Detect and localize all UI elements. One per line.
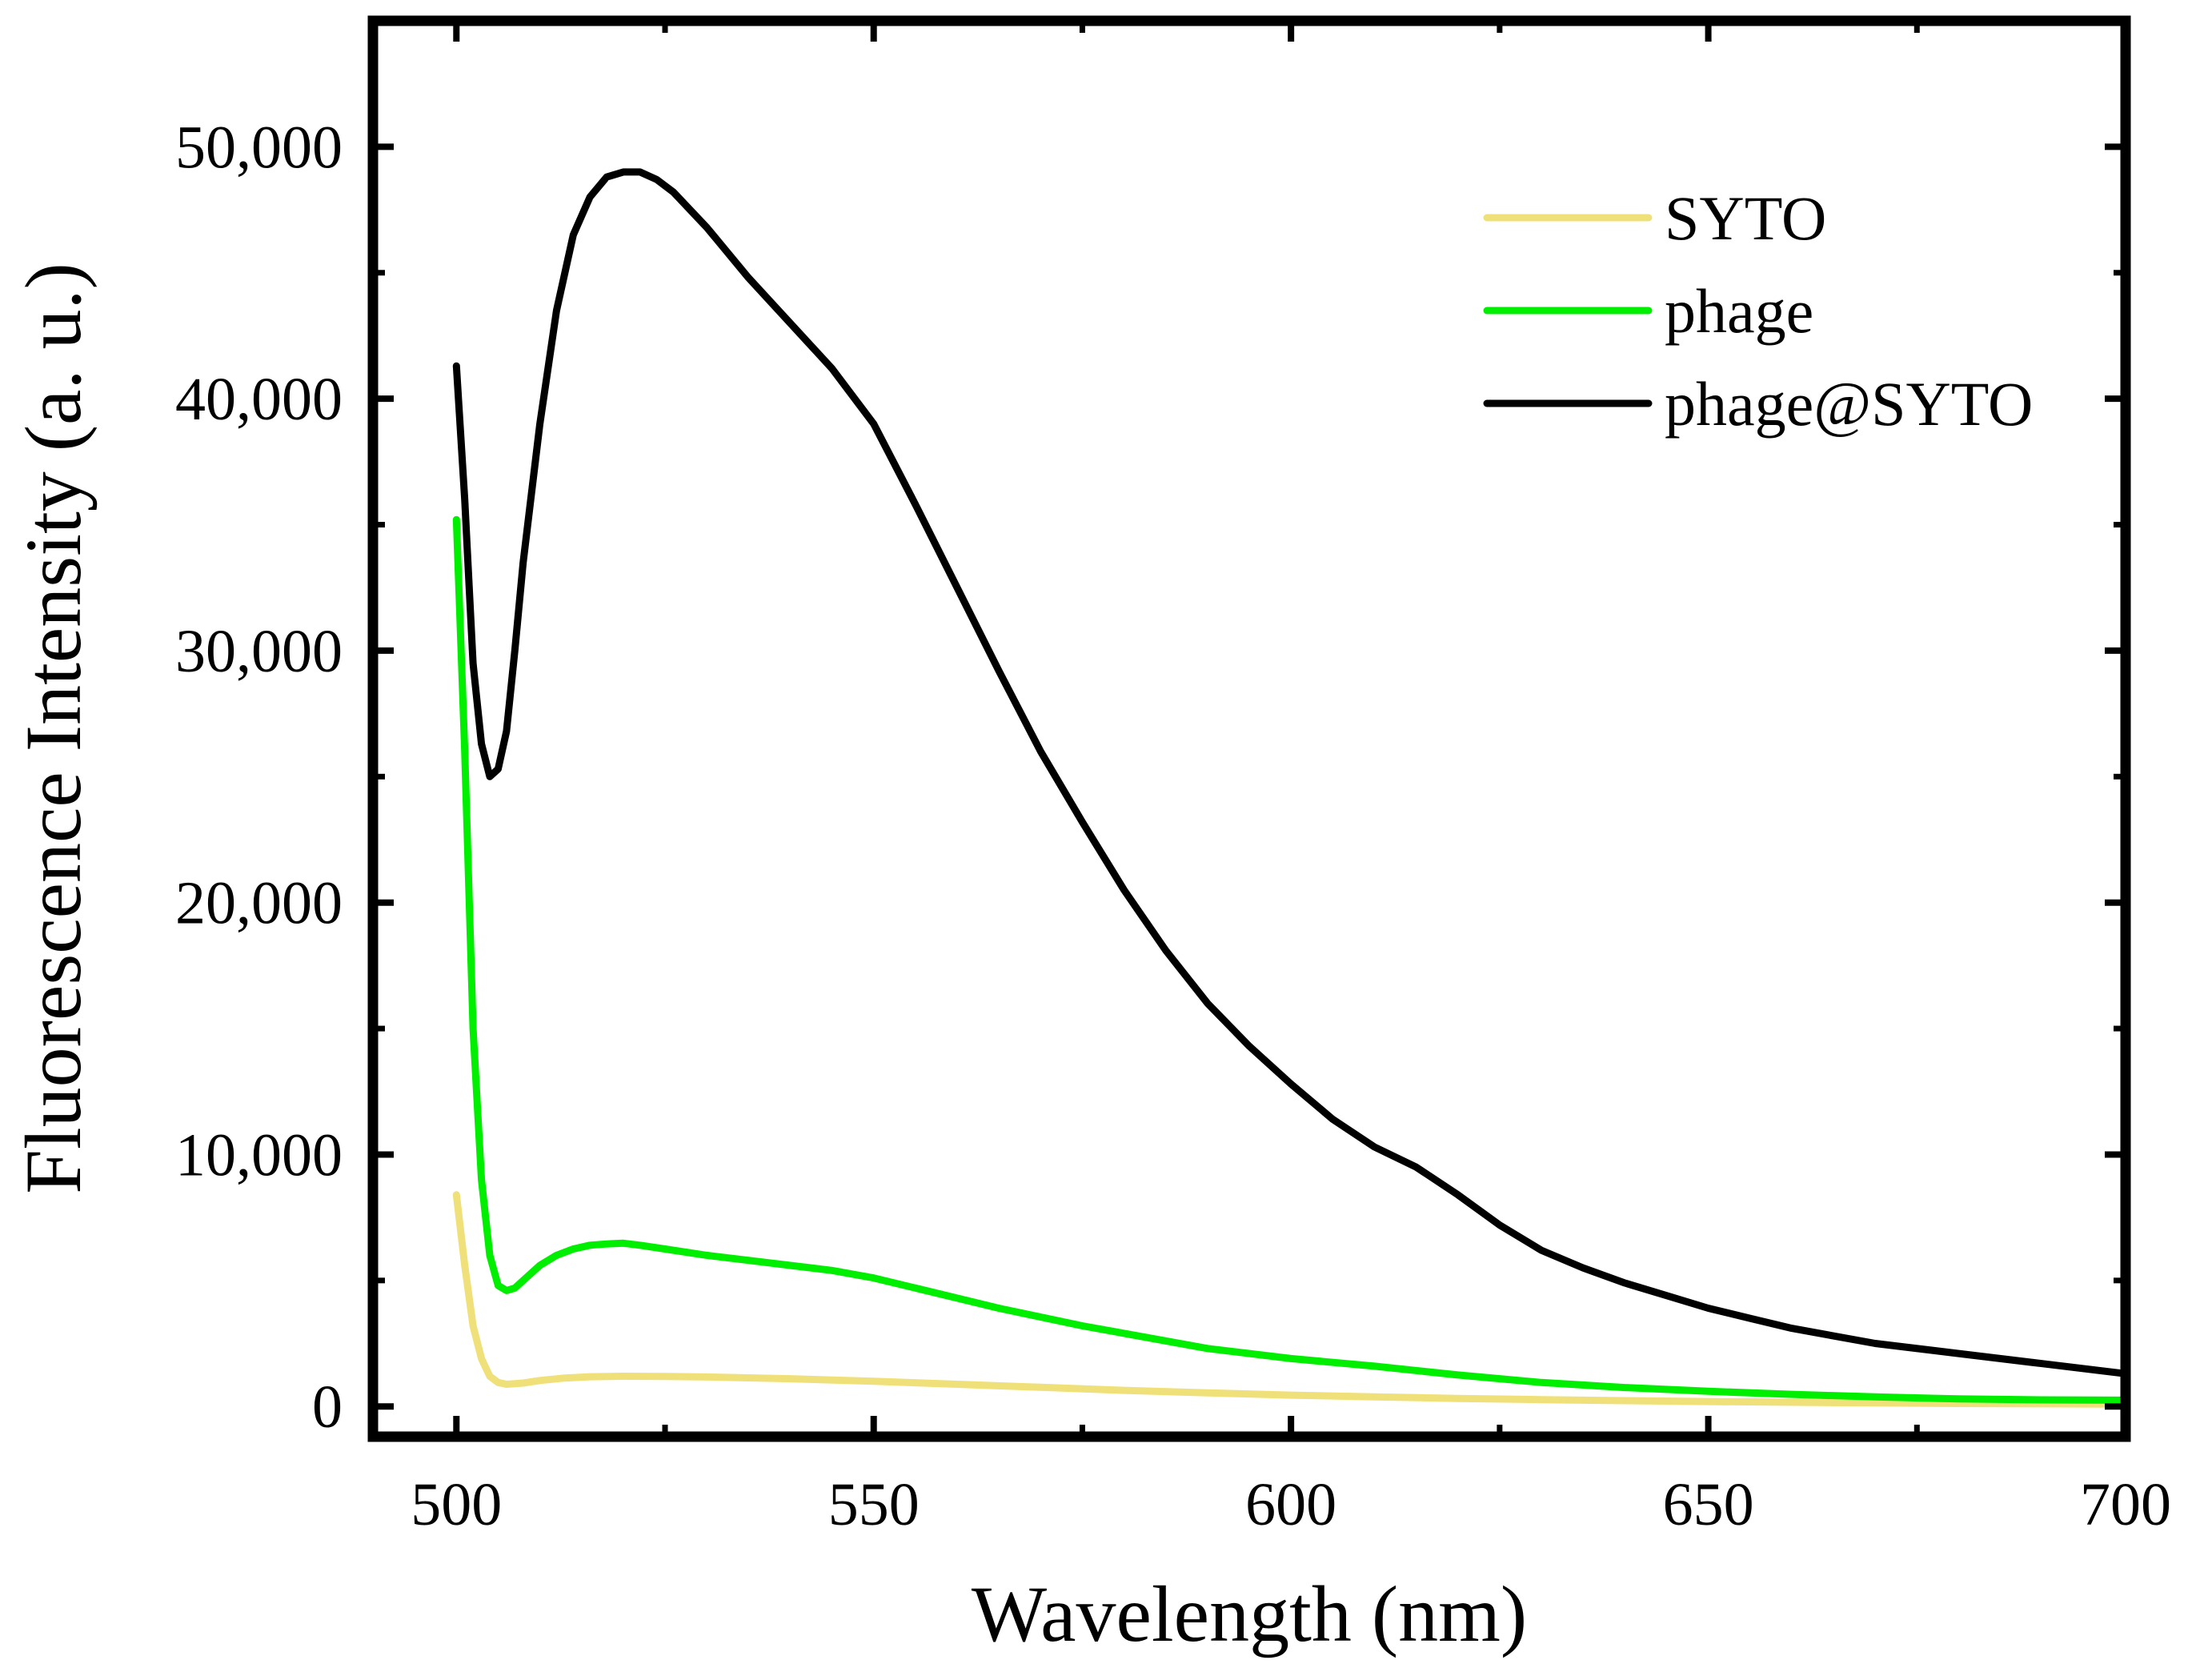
series-line-phage-syto (452, 168, 2130, 1377)
x-tick-label: 600 (1245, 1471, 1336, 1538)
y-tick-label: 0 (312, 1373, 343, 1441)
x-tick-label: 700 (2080, 1471, 2171, 1538)
x-tick-label: 500 (411, 1471, 502, 1538)
legend-label-phage: phage (1665, 276, 1813, 346)
x-axis: 500 550 600 650 700 (411, 21, 2171, 1538)
y-tick-label: 20,000 (175, 870, 343, 937)
y-tick-label: 40,000 (175, 366, 343, 433)
plot-frame (367, 15, 2131, 1442)
x-tick-label: 550 (828, 1471, 920, 1538)
y-axis-title: Fluorescence Intensity (a. u.) (9, 263, 98, 1193)
x-axis-title: Wavelength (nm) (972, 1570, 1527, 1658)
y-tick-label: 10,000 (175, 1121, 343, 1189)
legend: SYTO phage phage@SYTO (1483, 183, 2033, 439)
legend-label-syto: SYTO (1665, 183, 1826, 253)
legend-label-phage-syto: phage@SYTO (1665, 369, 2033, 439)
y-axis: 0 10,000 20,000 30,000 40,000 50,000 (175, 114, 2126, 1441)
y-tick-label: 50,000 (175, 114, 343, 181)
x-tick-label: 650 (1663, 1471, 1754, 1538)
series-layer (452, 168, 2130, 1408)
series-line-syto (452, 1191, 2130, 1408)
y-tick-label: 30,000 (175, 618, 343, 685)
series-line-phage (452, 515, 2130, 1404)
